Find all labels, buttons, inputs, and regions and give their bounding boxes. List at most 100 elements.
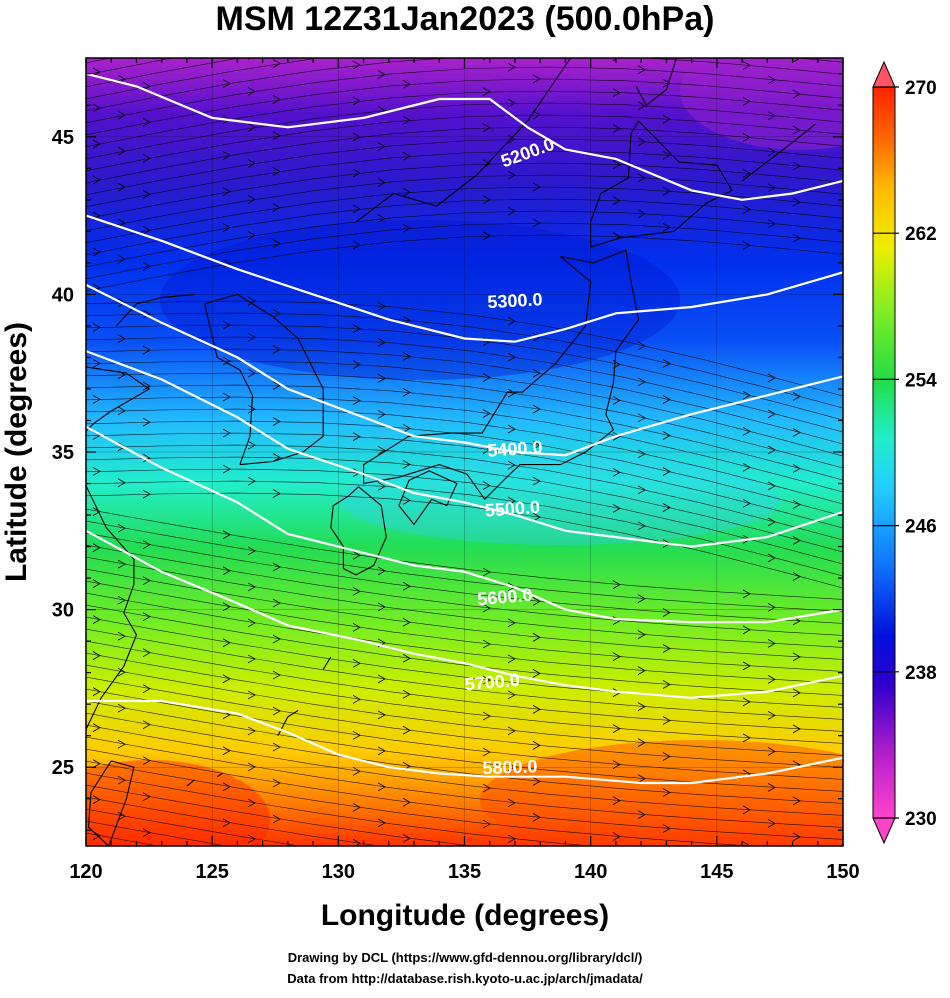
wind-arrowhead: [378, 891, 385, 899]
wind-arrowhead: [92, 723, 101, 732]
wind-arrowhead: [272, 131, 281, 140]
wind-arrowhead: [612, 580, 621, 589]
wind-arrowhead: [352, 802, 361, 812]
streamline: [86, 628, 843, 720]
wind-arrowhead: [247, 476, 256, 486]
contour-label: 5800.0: [482, 756, 538, 778]
wind-arrowhead: [272, 814, 281, 824]
wind-arrowhead: [142, 153, 151, 163]
streamline: [86, 234, 843, 292]
wind-arrowhead: [612, 724, 621, 733]
wind-arrowhead: [402, 424, 411, 433]
streamline: [86, 58, 843, 112]
cold-core-shade: [160, 220, 680, 380]
wind-arrowhead: [768, 927, 775, 935]
wind-arrowhead: [662, 222, 671, 232]
coastlines: [86, 58, 816, 846]
wind-arrowhead: [247, 546, 256, 556]
wind-arrowhead: [612, 504, 621, 513]
wind-arrowhead: [272, 309, 281, 318]
wind-arrowhead: [507, 690, 516, 700]
streamline: [86, 796, 382, 846]
coastline: [322, 656, 332, 670]
wind-arrowhead: [792, 796, 801, 806]
wind-arrowhead: [637, 137, 646, 147]
wind-arrowhead: [482, 603, 491, 613]
streamline: [86, 772, 595, 846]
wind-arrowhead: [742, 133, 751, 142]
wind-arrowhead: [117, 739, 126, 749]
wind-arrowhead: [142, 261, 151, 271]
wind-arrowhead: [117, 703, 126, 713]
wind-arrowhead: [377, 818, 386, 828]
wind-arrowhead: [742, 498, 751, 508]
wind-arrowhead: [767, 517, 776, 527]
height-contour: [86, 214, 843, 343]
wind-arrowhead: [222, 320, 231, 330]
wind-arrowhead: [222, 818, 231, 828]
x-tick-label: 130: [322, 861, 355, 883]
wind-arrowhead: [117, 559, 126, 569]
wind-arrowhead: [532, 512, 541, 522]
wind-arrowhead: [768, 855, 775, 863]
wind-arrowhead: [117, 406, 126, 416]
wind-arrowhead: [792, 572, 801, 581]
wind-arrowhead: [402, 460, 411, 469]
wind-arrowhead: [507, 424, 516, 434]
wind-arrowhead: [117, 523, 126, 533]
wind-arrowhead: [507, 316, 516, 326]
wind-arrowhead: [92, 139, 101, 149]
wind-arrowhead: [768, 963, 775, 971]
y-tick-label: 45: [52, 127, 74, 149]
wind-arrowhead: [507, 352, 516, 362]
wind-arrowhead: [638, 883, 645, 891]
wind-arrowhead: [92, 175, 101, 185]
wind-arrowhead: [377, 70, 386, 79]
colorbar-label: 270: [905, 78, 937, 99]
wind-arrowhead: [117, 775, 126, 785]
wind-arrowhead: [792, 536, 801, 545]
plot-area: 5200.05300.05400.05500.05600.05700.05800…: [86, 4, 843, 971]
streamline: [86, 492, 843, 589]
wind-arrowhead: [352, 432, 361, 441]
wind-arrowhead: [142, 792, 151, 802]
wind-arrowhead: [532, 777, 541, 786]
wind-arrowhead: [613, 941, 620, 949]
wind-arrowhead: [402, 187, 411, 197]
wind-arrowhead: [663, 43, 670, 51]
chart-title: MSM 12Z31Jan2023 (500.0hPa): [216, 0, 715, 38]
streamline: [86, 210, 843, 268]
wind-arrowhead: [223, 44, 230, 52]
streamline: [86, 126, 843, 184]
wind-arrowhead: [352, 730, 361, 740]
wind-arrowhead: [792, 500, 801, 509]
wind-arrowhead: [92, 759, 101, 768]
wind-arrowhead: [403, 870, 410, 878]
wind-arrowhead: [792, 233, 801, 243]
wind-arrowhead: [532, 368, 541, 378]
wind-arrowhead: [742, 390, 751, 400]
wind-arrowhead: [272, 706, 281, 716]
wind-arrowhead: [767, 553, 776, 563]
coastline: [363, 249, 640, 501]
streamline: [86, 198, 843, 256]
wind-arrowhead: [352, 168, 361, 178]
wind-arrowhead: [247, 404, 256, 414]
wind-arrowhead: [142, 576, 151, 586]
wind-arrowhead: [247, 762, 256, 772]
coastline: [115, 293, 195, 327]
wind-arrowhead: [142, 828, 151, 838]
wind-arrowhead: [637, 738, 646, 747]
streamline: [86, 336, 843, 433]
wind-arrowhead: [92, 67, 101, 77]
wind-arrowhead: [247, 195, 256, 204]
streamline: [86, 444, 843, 541]
wind-arrowhead: [482, 711, 491, 721]
wind-arrowhead: [507, 762, 516, 772]
wind-arrowhead: [482, 87, 491, 97]
wind-arrowhead: [508, 871, 515, 879]
wind-arrowhead: [792, 832, 801, 842]
wind-arrowhead: [377, 445, 386, 455]
wind-arrowhead: [662, 608, 671, 617]
wind-arrowhead: [768, 4, 775, 12]
